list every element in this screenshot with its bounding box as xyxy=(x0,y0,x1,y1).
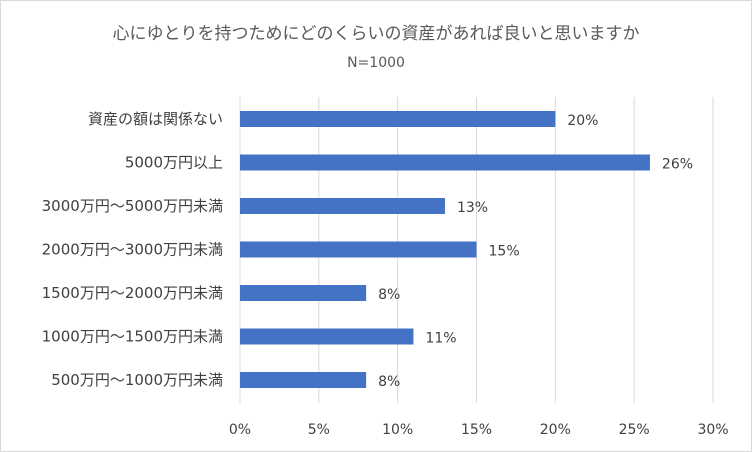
x-tick-label: 30% xyxy=(697,422,728,438)
x-tick-label: 5% xyxy=(308,422,330,438)
category-label: 1000万円～1500万円未満 xyxy=(42,328,223,346)
category-label: 2000万円～3000万円未満 xyxy=(42,241,223,259)
bar xyxy=(240,372,367,388)
data-label: 11% xyxy=(425,331,456,347)
category-label: 500万円～1000万円未満 xyxy=(51,371,223,389)
x-tick-label: 10% xyxy=(382,422,413,438)
data-label: 8% xyxy=(378,287,400,303)
data-labels: 20% 26% 13% 15% 8% 11% 8% xyxy=(378,113,693,390)
data-label: 8% xyxy=(378,374,400,390)
x-tick-label: 25% xyxy=(619,422,650,438)
bar xyxy=(240,198,445,214)
bar xyxy=(240,328,414,345)
bar xyxy=(240,285,367,301)
x-tick-label: 0% xyxy=(229,422,251,438)
chart-title: 心にゆとりを持つためにどのくらいの資産があれば良いと思いますか xyxy=(113,24,640,44)
data-label: 15% xyxy=(489,244,520,260)
x-axis-tick-labels: 0% 5% 10% 15% 20% 25% 30% xyxy=(229,422,729,438)
bar xyxy=(240,111,556,127)
category-label: 5000万円以上 xyxy=(125,154,223,172)
category-labels: 資産の額は関係ない 5000万円以上 3000万円～5000万円未満 2000万円～3… xyxy=(42,110,223,389)
category-label: 資産の額は関係ない xyxy=(88,110,223,128)
data-label: 13% xyxy=(457,200,488,216)
category-label: 3000万円～5000万円未満 xyxy=(42,197,223,215)
category-label: 1500万円～2000万円未満 xyxy=(42,284,223,302)
data-label: 20% xyxy=(567,113,598,129)
bar xyxy=(240,154,650,171)
x-tick-label: 20% xyxy=(540,422,571,438)
x-tick-label: 15% xyxy=(461,422,492,438)
bar xyxy=(240,241,477,258)
chart-subtitle: N=1000 xyxy=(347,55,405,71)
bars xyxy=(240,111,650,388)
data-label: 26% xyxy=(662,157,693,173)
